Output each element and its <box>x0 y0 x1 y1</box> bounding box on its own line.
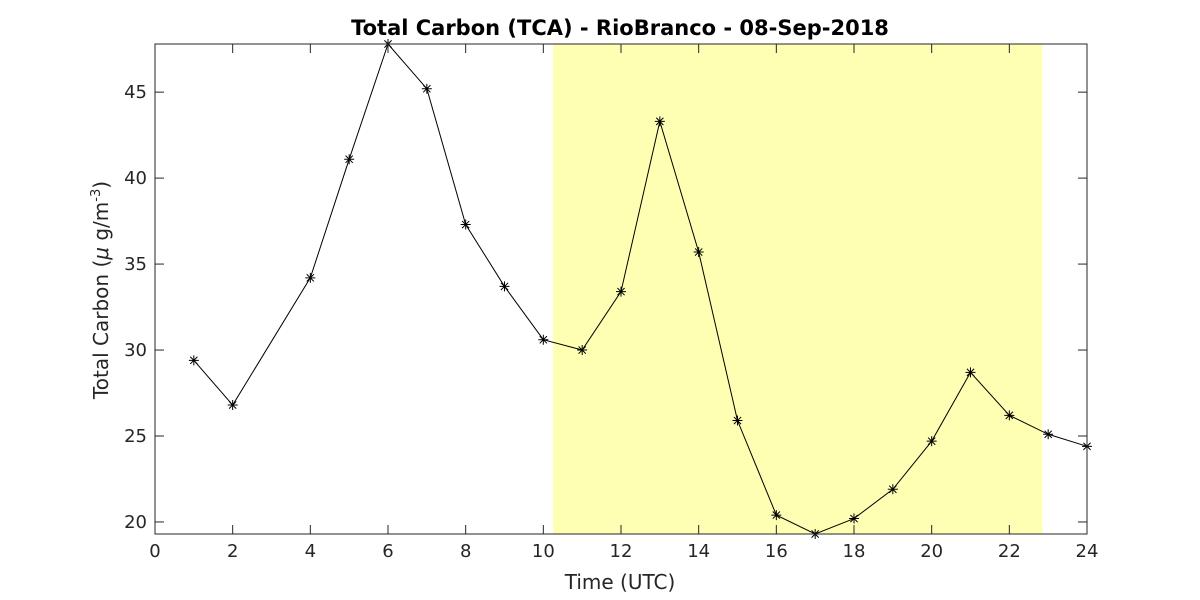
data-point-marker <box>305 272 316 283</box>
x-tick-label: 18 <box>843 541 866 562</box>
data-point-marker <box>887 484 898 495</box>
data-point-marker <box>771 510 782 521</box>
data-point-marker <box>926 436 937 447</box>
y-tick-label: 40 <box>124 168 147 189</box>
x-tick-label: 0 <box>149 541 160 562</box>
y-axis-label-exponent: -3 <box>89 189 104 202</box>
data-point-marker <box>616 286 626 297</box>
x-tick-label: 12 <box>610 541 633 562</box>
x-axis-label: Time (UTC) <box>564 570 676 594</box>
chart-title: Total Carbon (TCA) - RioBranco - 08-Sep-… <box>351 16 889 40</box>
y-tick-label: 45 <box>124 82 147 103</box>
data-point-marker <box>499 281 510 292</box>
data-point-marker <box>538 334 549 345</box>
x-tick-label: 14 <box>687 541 710 562</box>
x-tick-label: 10 <box>532 541 555 562</box>
data-point-marker <box>460 219 471 230</box>
data-point-marker <box>693 247 704 258</box>
y-axis-label: Total Carbon (μ g/m-3) <box>89 181 113 400</box>
y-axis-label-mu: μ <box>89 247 113 261</box>
y-tick-label: 25 <box>124 426 147 447</box>
y-tick-label: 35 <box>124 254 147 275</box>
y-tick-label: 20 <box>124 512 147 533</box>
data-point-marker <box>849 513 859 524</box>
data-point-marker <box>1004 410 1015 421</box>
data-point-marker <box>421 83 432 94</box>
y-tick-label: 30 <box>124 340 147 361</box>
data-point-marker <box>344 154 355 165</box>
highlight-band <box>553 44 1043 534</box>
data-point-marker <box>965 367 976 378</box>
x-tick-label: 16 <box>765 541 788 562</box>
data-point-marker <box>654 116 665 127</box>
x-tick-label: 4 <box>305 541 316 562</box>
x-tick-label: 20 <box>920 541 943 562</box>
x-tick-label: 2 <box>227 541 238 562</box>
data-point-marker <box>227 400 238 411</box>
x-tick-label: 6 <box>382 541 393 562</box>
data-point-marker <box>577 345 588 356</box>
data-point-marker <box>732 415 743 426</box>
x-tick-label: 24 <box>1076 541 1099 562</box>
y-axis-label-unit: g/m <box>89 202 113 247</box>
data-point-marker <box>1043 429 1054 440</box>
x-tick-label: 8 <box>460 541 471 562</box>
x-tick-label: 22 <box>998 541 1021 562</box>
data-point-marker <box>188 355 199 366</box>
y-axis-label-prefix: Total Carbon ( <box>89 260 113 400</box>
y-axis-label-suffix: ) <box>89 181 113 189</box>
